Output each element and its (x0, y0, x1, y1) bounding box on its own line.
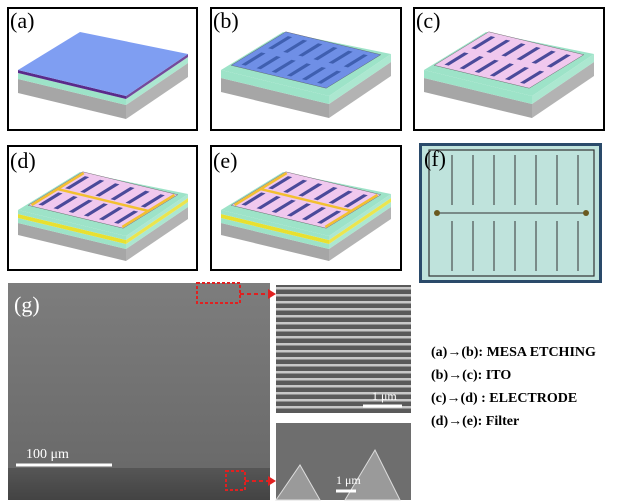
arrowhead (268, 289, 276, 299)
panel-label: (b) (213, 8, 239, 33)
device-model (18, 32, 188, 119)
panel-label: (c) (416, 8, 440, 33)
sem-edge (8, 468, 270, 500)
arrowhead (268, 476, 276, 486)
scale-label: 1 μm (336, 473, 361, 487)
sem-image (8, 283, 270, 500)
pad (434, 210, 440, 216)
device-model (221, 172, 391, 261)
process-step: (c)→(d) : ELECTRODE (431, 391, 577, 406)
device-model (424, 32, 594, 118)
scale-label: 1 μm (372, 389, 397, 403)
process-step: (a)→(b): MESA ETCHING (431, 345, 596, 360)
panel-label: (g) (14, 292, 40, 317)
device-model (221, 32, 391, 118)
panel-label: (e) (213, 148, 237, 173)
process-step: (d)→(e): Filter (431, 414, 519, 429)
panel-label: (a) (10, 8, 34, 33)
panel-label: (f) (424, 146, 446, 171)
process-step: (b)→(c): ITO (431, 368, 511, 383)
panel-label: (d) (10, 148, 36, 173)
scale-label: 100 μm (26, 447, 69, 462)
figure: (a) (b) (c) (d) (e) (f) (g) 100 μm 1 μm … (0, 0, 639, 502)
device-model (18, 172, 188, 261)
pad (583, 210, 589, 216)
